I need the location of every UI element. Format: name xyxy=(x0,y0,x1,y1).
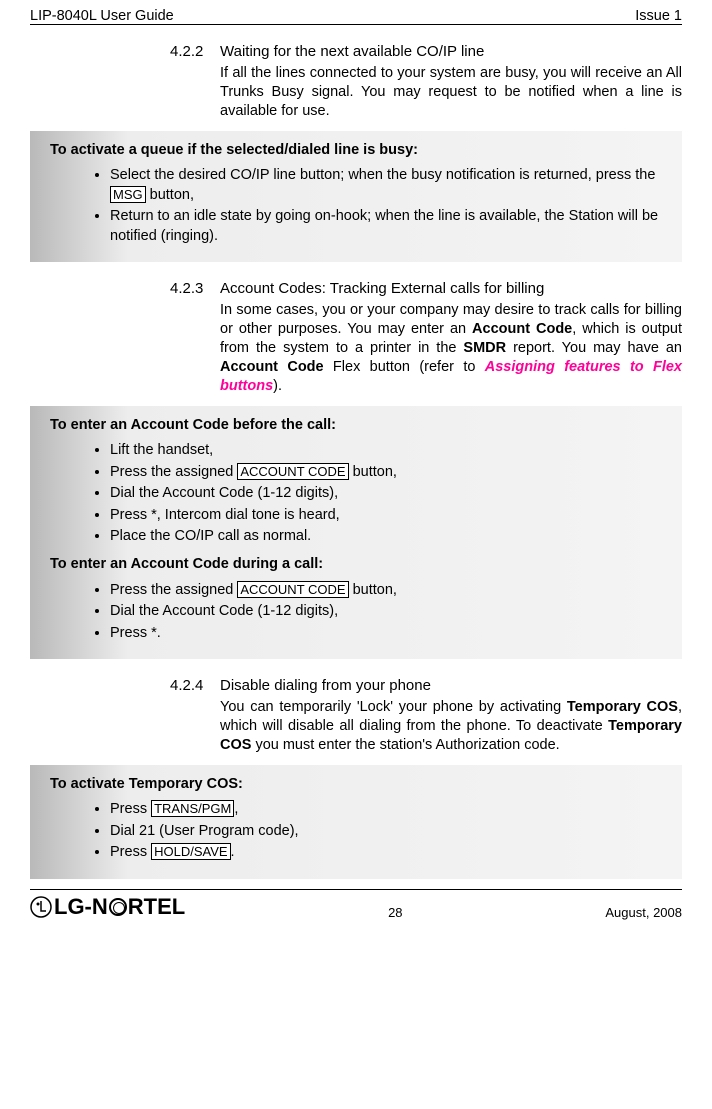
list-item: Return to an idle state by going on-hook… xyxy=(110,207,662,246)
term-smdr: SMDR xyxy=(463,340,506,356)
list-text: Select the desired CO/IP line button; wh… xyxy=(110,167,655,183)
account-code-button-label: ACCOUNT CODE xyxy=(237,463,348,480)
list-text: button, xyxy=(146,187,194,203)
list-item: Dial the Account Code (1-12 digits), xyxy=(110,602,662,622)
list-text: . xyxy=(231,844,235,860)
section-number: 4.2.4 xyxy=(170,677,220,694)
doc-title: LIP-8040L User Guide xyxy=(30,8,174,24)
list-item: Press the assigned ACCOUNT CODE button, xyxy=(110,581,662,601)
section-title: Account Codes: Tracking External calls f… xyxy=(220,280,544,297)
term-account-code: Account Code xyxy=(472,321,572,337)
footer-date: August, 2008 xyxy=(605,905,682,920)
list-item: Press *, Intercom dial tone is heard, xyxy=(110,506,662,526)
lg-logo-icon xyxy=(30,896,52,918)
list-item: Press *. xyxy=(110,624,662,644)
list-item: Select the desired CO/IP line button; wh… xyxy=(110,166,662,205)
nortel-o-icon xyxy=(109,898,127,916)
section-4-2-3-body: In some cases, you or your company may d… xyxy=(220,301,682,395)
term-temporary-cos: Temporary COS xyxy=(567,699,678,715)
box-title: To activate Temporary COS: xyxy=(50,775,662,795)
box-title: To enter an Account Code before the call… xyxy=(50,416,662,436)
body-text: Flex button (refer to xyxy=(324,359,485,375)
msg-button-label: MSG xyxy=(110,186,146,203)
section-4-2-3-heading: 4.2.3 Account Codes: Tracking External c… xyxy=(170,280,682,297)
section-title: Disable dialing from your phone xyxy=(220,677,431,694)
body-text: ). xyxy=(273,378,282,394)
box-title: To enter an Account Code during a call: xyxy=(50,555,662,575)
hold-save-button-label: HOLD/SAVE xyxy=(151,843,230,860)
list-item: Press the assigned ACCOUNT CODE button, xyxy=(110,463,662,483)
queue-instructions-box: To activate a queue if the selected/dial… xyxy=(30,131,682,263)
page-number: 28 xyxy=(185,905,605,920)
list-text: Press xyxy=(110,801,151,817)
issue-number: Issue 1 xyxy=(635,8,682,24)
list-item: Press TRANS/PGM, xyxy=(110,800,662,820)
account-code-button-label: ACCOUNT CODE xyxy=(237,581,348,598)
term-account-code: Account Code xyxy=(220,359,324,375)
list-text: button, xyxy=(349,582,397,598)
list-text: Press the assigned xyxy=(110,464,237,480)
list-item: Dial the Account Code (1-12 digits), xyxy=(110,484,662,504)
section-4-2-4-body: You can temporarily 'Lock' your phone by… xyxy=(220,698,682,755)
section-4-2-4-heading: 4.2.4 Disable dialing from your phone xyxy=(170,677,682,694)
trans-pgm-button-label: TRANS/PGM xyxy=(151,800,234,817)
section-4-2-2-body: If all the lines connected to your syste… xyxy=(220,64,682,121)
body-text: report. You may have an xyxy=(506,340,682,356)
page-footer: LG-N RTEL 28 August, 2008 xyxy=(30,889,682,920)
lg-nortel-logo: LG-N RTEL xyxy=(30,894,185,920)
list-item: Lift the handset, xyxy=(110,441,662,461)
list-item: Dial 21 (User Program code), xyxy=(110,822,662,842)
list-item: Place the CO/IP call as normal. xyxy=(110,527,662,547)
section-4-2-2-heading: 4.2.2 Waiting for the next available CO/… xyxy=(170,43,682,60)
list-text: button, xyxy=(349,464,397,480)
section-number: 4.2.2 xyxy=(170,43,220,60)
logo-text-left: LG-N xyxy=(54,894,108,920)
list-text: Press xyxy=(110,844,151,860)
list-text: Press the assigned xyxy=(110,582,237,598)
list-text: , xyxy=(234,801,238,817)
temporary-cos-instructions-box: To activate Temporary COS: Press TRANS/P… xyxy=(30,765,682,879)
section-number: 4.2.3 xyxy=(170,280,220,297)
account-code-instructions-box: To enter an Account Code before the call… xyxy=(30,406,682,660)
section-title: Waiting for the next available CO/IP lin… xyxy=(220,43,484,60)
list-item: Press HOLD/SAVE. xyxy=(110,843,662,863)
body-text: you must enter the station's Authorizati… xyxy=(251,737,559,753)
body-text: You can temporarily 'Lock' your phone by… xyxy=(220,699,567,715)
box-title: To activate a queue if the selected/dial… xyxy=(50,141,662,161)
logo-text-right: RTEL xyxy=(128,894,185,920)
page-header: LIP-8040L User Guide Issue 1 xyxy=(30,0,682,25)
